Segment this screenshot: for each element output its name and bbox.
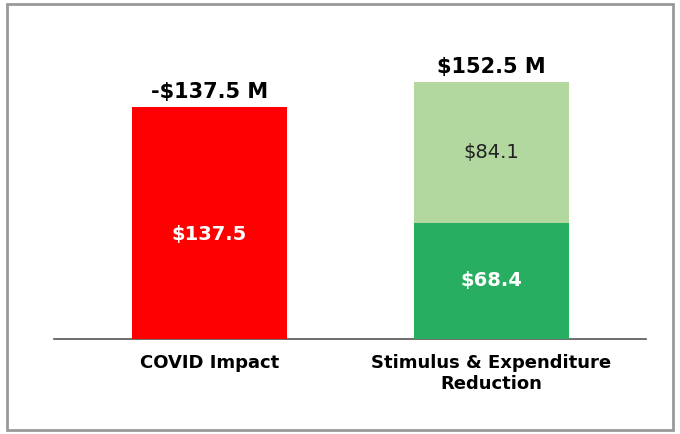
Bar bbox=[132, 107, 287, 339]
Text: $84.1: $84.1 bbox=[463, 143, 519, 162]
Text: $68.4: $68.4 bbox=[460, 271, 522, 290]
Text: -$137.5 M: -$137.5 M bbox=[151, 82, 268, 102]
Bar bbox=[413, 223, 568, 339]
Text: $152.5 M: $152.5 M bbox=[437, 56, 545, 76]
Bar bbox=[413, 82, 568, 223]
Text: $137.5: $137.5 bbox=[172, 225, 247, 244]
